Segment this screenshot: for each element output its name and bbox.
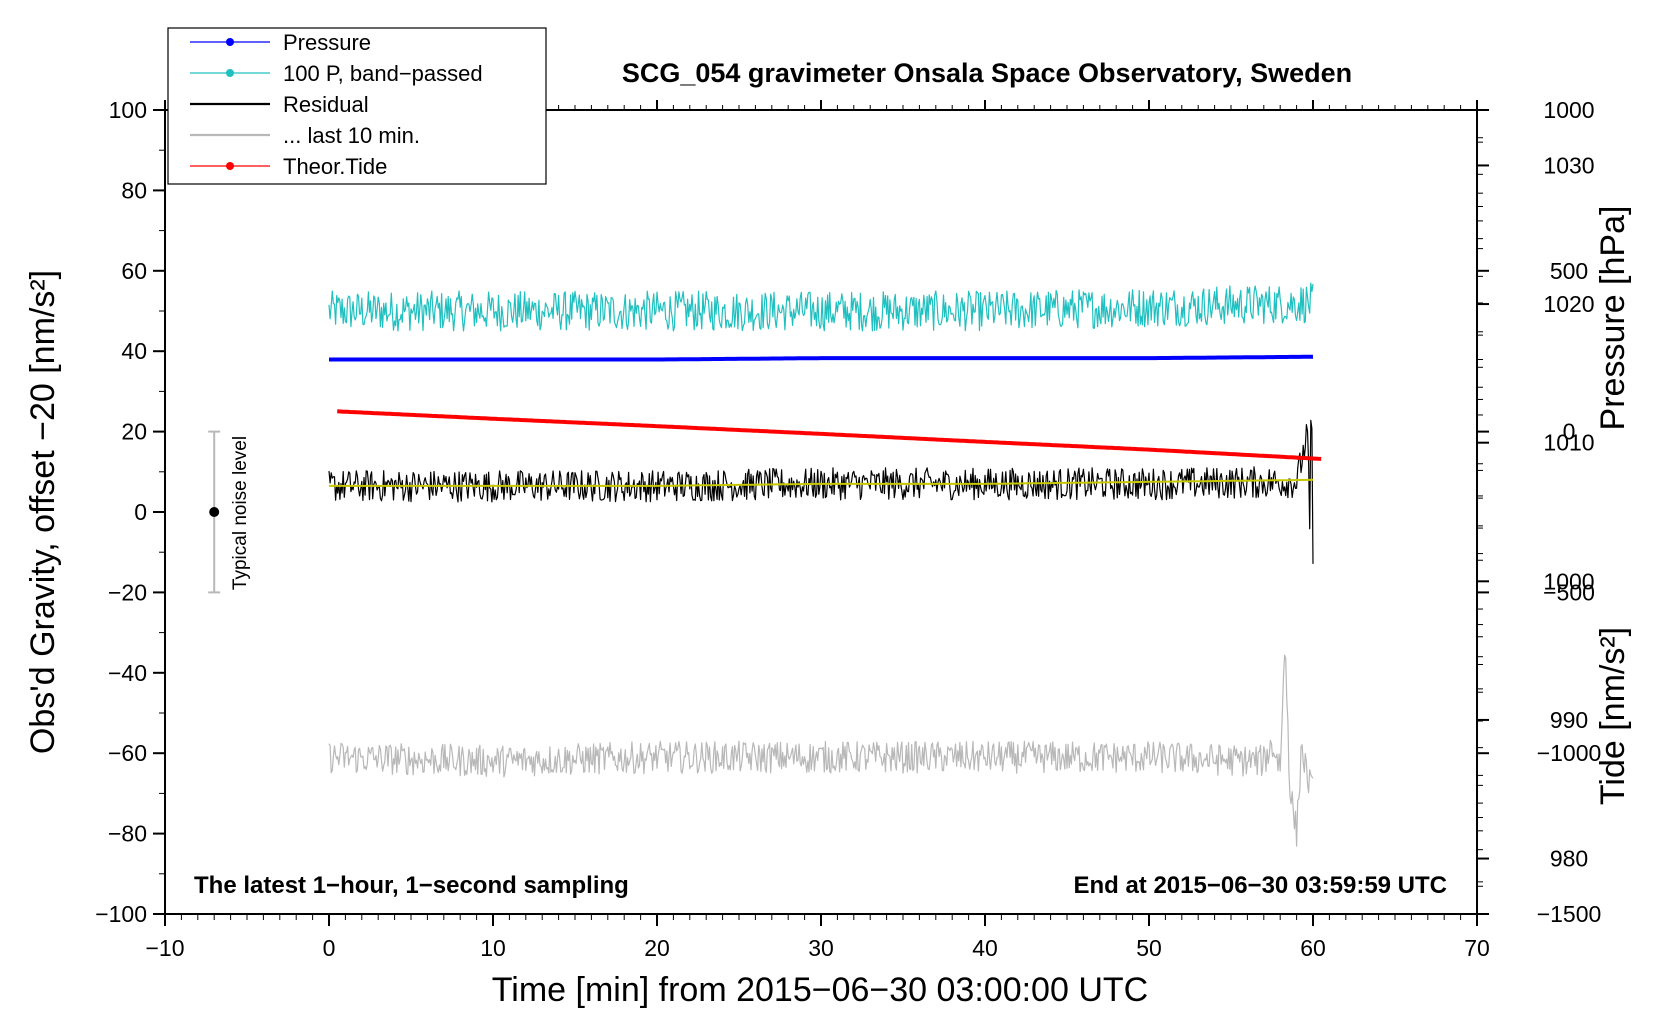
pressure-tick-label: 1020: [1543, 291, 1594, 317]
y-tick-label: 80: [121, 177, 147, 203]
y-axis-title-left: Obs'd Gravity, offset −20 [nm/s²]: [24, 270, 62, 754]
x-tick-label: 20: [644, 935, 670, 961]
series-residual-smoothed: [329, 478, 1314, 487]
legend-items: Pressure 100 P, band−passed Residual ... la…: [190, 30, 483, 179]
y-tick-label: 60: [121, 258, 147, 284]
series-last-10-min: [328, 654, 1314, 847]
plot-frame: [164, 109, 1478, 915]
x-tick-label: −10: [145, 935, 184, 961]
legend-box: [167, 27, 547, 185]
tide-tick-label: 0: [1563, 419, 1576, 445]
legend-swatch-marker: [226, 69, 234, 77]
y-tick-label: −40: [108, 660, 147, 686]
series-theor-tide: [337, 409, 1322, 461]
noise-bar-center: [209, 507, 220, 517]
series-residual: [328, 419, 1314, 564]
y-tick-label: −80: [108, 821, 147, 847]
tide-tick-label: 1000: [1543, 97, 1594, 123]
y-axis-title-tide: Tide [nm/s²]: [1594, 627, 1632, 805]
pressure-tick-label: 1010: [1543, 430, 1594, 456]
y-tick-label: −60: [108, 740, 147, 766]
x-tick-label: 40: [972, 935, 998, 961]
x-tick-label: 0: [323, 935, 336, 961]
x-tick-label: 70: [1464, 935, 1490, 961]
axis-ticks: −10 0 10 20 30 40 50 60 70−100−80−60−40−20020406…: [95, 97, 1601, 961]
noise-bar: [208, 430, 221, 594]
y-tick-label: −100: [95, 901, 147, 927]
y-tick-label: 40: [121, 338, 147, 364]
x-tick-label: 10: [480, 935, 506, 961]
legend: Pressure 100 P, band−passed Residual ... la…: [167, 27, 547, 185]
y-tick-label: 0: [134, 499, 147, 525]
x-axis-title: Time [min] from 2015−06−30 03:00:00 UTC: [492, 971, 1148, 1009]
tide-tick-label: −1500: [1537, 901, 1602, 927]
legend-label: Theor.Tide: [283, 154, 387, 179]
legend-swatch-marker: [226, 38, 234, 46]
annotation-end-time: End at 2015−06−30 03:59:59 UTC: [1073, 872, 1447, 899]
y-tick-label: 20: [121, 419, 147, 445]
annotation-sampling: The latest 1−hour, 1−second sampling: [194, 872, 629, 899]
tide-tick-label: −1000: [1537, 740, 1602, 766]
legend-label: Pressure: [283, 30, 371, 55]
series-100-p-band-passed: [328, 282, 1314, 332]
y-axis-title-pressure: Pressure [hPa]: [1594, 206, 1632, 431]
pressure-tick-label: 1000: [1543, 568, 1594, 594]
x-tick-label: 60: [1300, 935, 1326, 961]
legend-label: ... last 10 min.: [283, 123, 420, 148]
y-tick-label: −20: [108, 579, 147, 605]
tide-tick-label: 500: [1550, 258, 1588, 284]
pressure-tick-label: 990: [1550, 707, 1588, 733]
series-pressure: [329, 354, 1314, 362]
y-tick-label: 100: [109, 97, 147, 123]
pressure-tick-label: 1030: [1543, 152, 1594, 178]
legend-label: 100 P, band−passed: [283, 61, 483, 86]
chart-title: SCG_054 gravimeter Onsala Space Observat…: [622, 58, 1352, 88]
x-tick-label: 30: [808, 935, 834, 961]
pressure-tick-label: 980: [1550, 846, 1588, 872]
legend-label: Residual: [283, 92, 369, 117]
legend-swatch-marker: [226, 162, 234, 170]
x-tick-label: 50: [1136, 935, 1162, 961]
noise-label: Typical noise level: [230, 436, 251, 590]
data-series: [328, 282, 1322, 847]
tide-tick-label: −500: [1543, 579, 1595, 605]
